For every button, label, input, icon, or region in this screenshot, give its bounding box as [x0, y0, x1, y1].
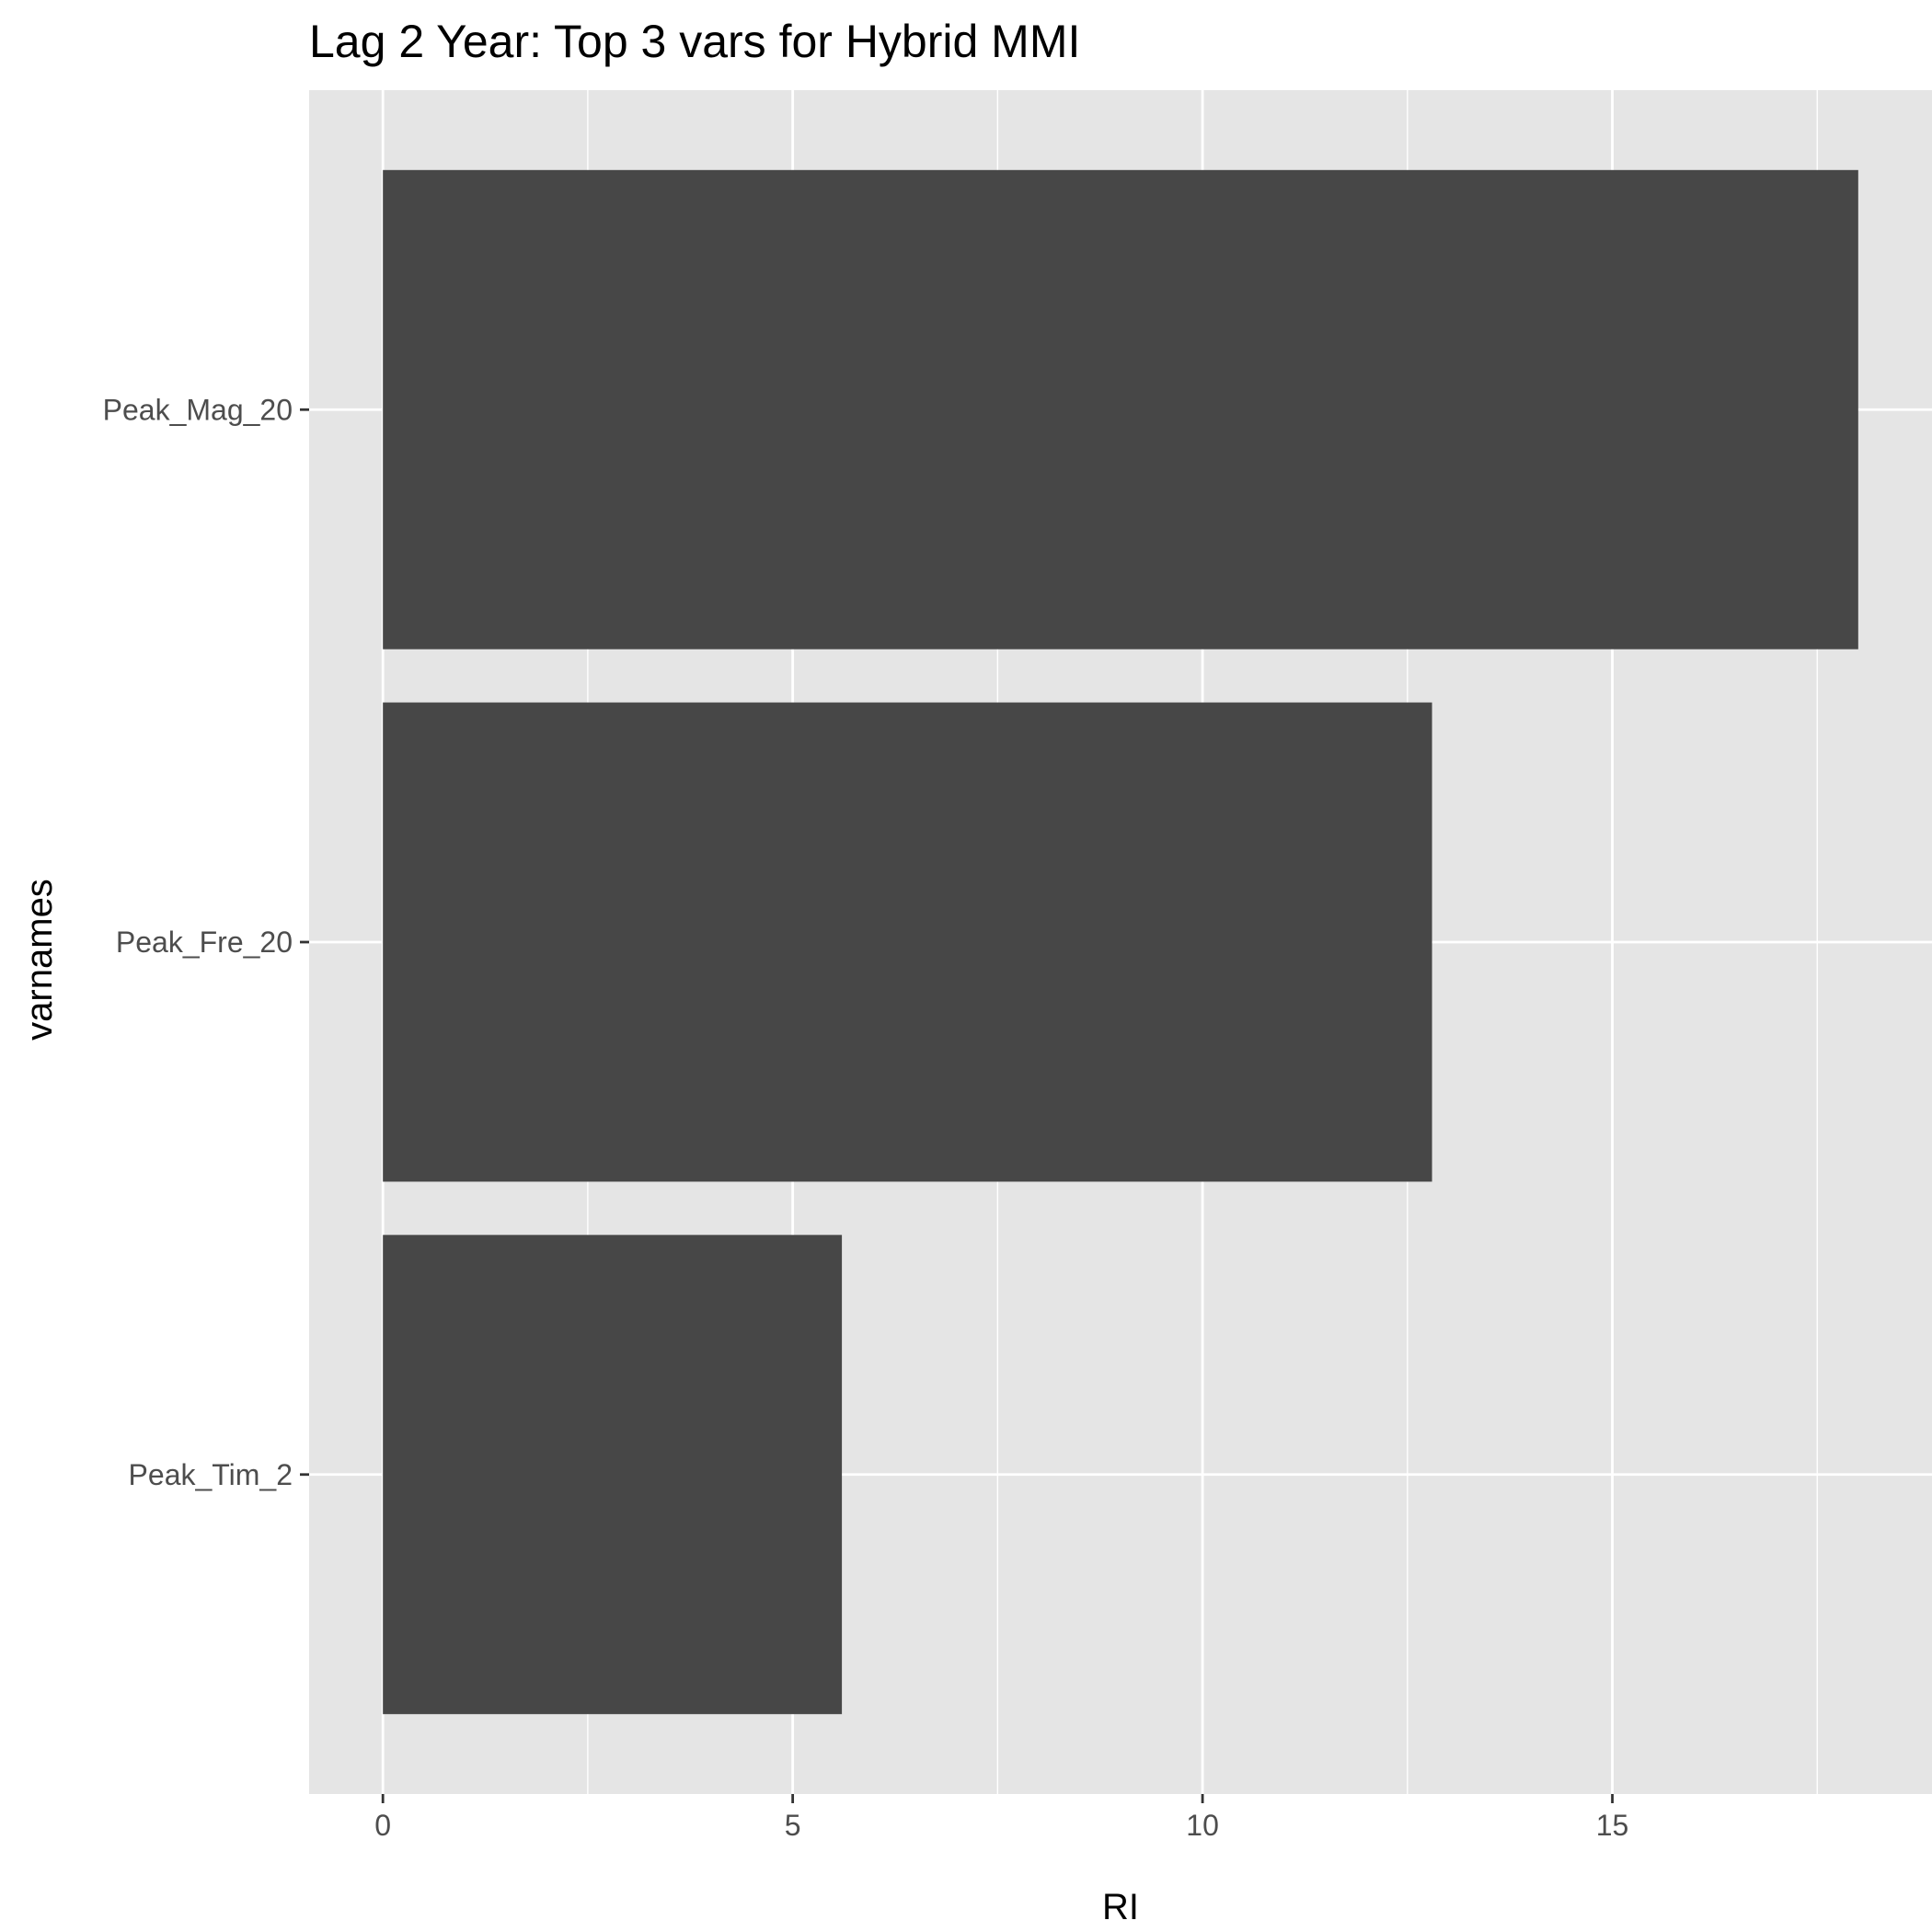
y-tick-label: Peak_Tim_2	[129, 1458, 293, 1491]
chart-title: Lag 2 Year: Top 3 vars for Hybrid MMI	[309, 16, 1080, 67]
y-tick-label: Peak_Fre_20	[116, 926, 293, 959]
y-axis: Peak_Mag_20 Peak_Fre_20 Peak_Tim_2	[103, 393, 309, 1491]
bar	[383, 702, 1432, 1182]
y-axis-title: varnames	[19, 879, 60, 1041]
x-tick-label: 0	[374, 1809, 391, 1842]
x-tick-label: 10	[1186, 1809, 1219, 1842]
bar	[383, 1235, 843, 1715]
x-tick-label: 5	[785, 1809, 801, 1842]
y-tick-label: Peak_Mag_20	[103, 393, 293, 426]
x-axis-title: RI	[1102, 1887, 1139, 1927]
x-axis: 0 5 10 15	[374, 1794, 1628, 1842]
bar	[383, 169, 1858, 650]
x-tick-label: 15	[1596, 1809, 1629, 1842]
bars	[383, 169, 1858, 1715]
